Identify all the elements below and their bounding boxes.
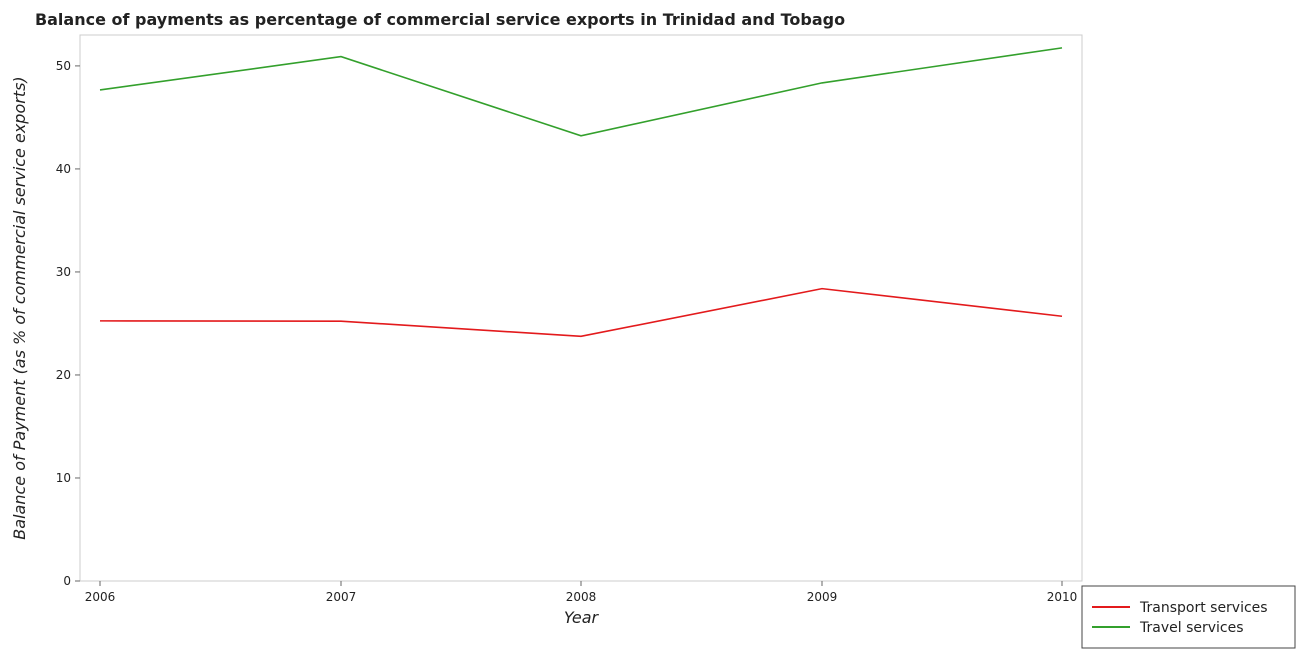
y-tick-label: 20 [56, 368, 71, 382]
travel-services-line [99, 47, 1063, 137]
series-lines [99, 47, 1063, 338]
x-axis-ticks: 2006 2007 2008 2009 2010 [85, 581, 1078, 604]
chart-title: Balance of payments as percentage of com… [35, 10, 845, 29]
y-axis-ticks: 0 10 20 30 40 50 [56, 59, 80, 588]
x-axis-label: Year [564, 608, 600, 627]
legend-label-transport-services: Transport services [1139, 600, 1268, 616]
x-tick-label: 2008 [566, 590, 597, 604]
x-tick-label: 2007 [326, 590, 357, 604]
plot-area [79, 34, 1083, 582]
legend: Transport services Travel services [1081, 585, 1296, 649]
y-tick-label: 50 [56, 59, 71, 73]
x-tick-label: 2009 [807, 590, 838, 604]
transport-services-line [99, 287, 1063, 338]
legend-label-travel-services: Travel services [1139, 620, 1244, 636]
legend-box [1081, 585, 1296, 649]
y-tick-label: 30 [56, 265, 71, 279]
y-tick-label: 10 [56, 471, 71, 485]
y-tick-label: 0 [63, 574, 71, 588]
x-tick-label: 2006 [85, 590, 116, 604]
x-tick-label: 2010 [1047, 590, 1078, 604]
y-tick-label: 40 [56, 162, 71, 176]
y-axis-label: Balance of Payment (as % of commercial s… [10, 76, 29, 539]
